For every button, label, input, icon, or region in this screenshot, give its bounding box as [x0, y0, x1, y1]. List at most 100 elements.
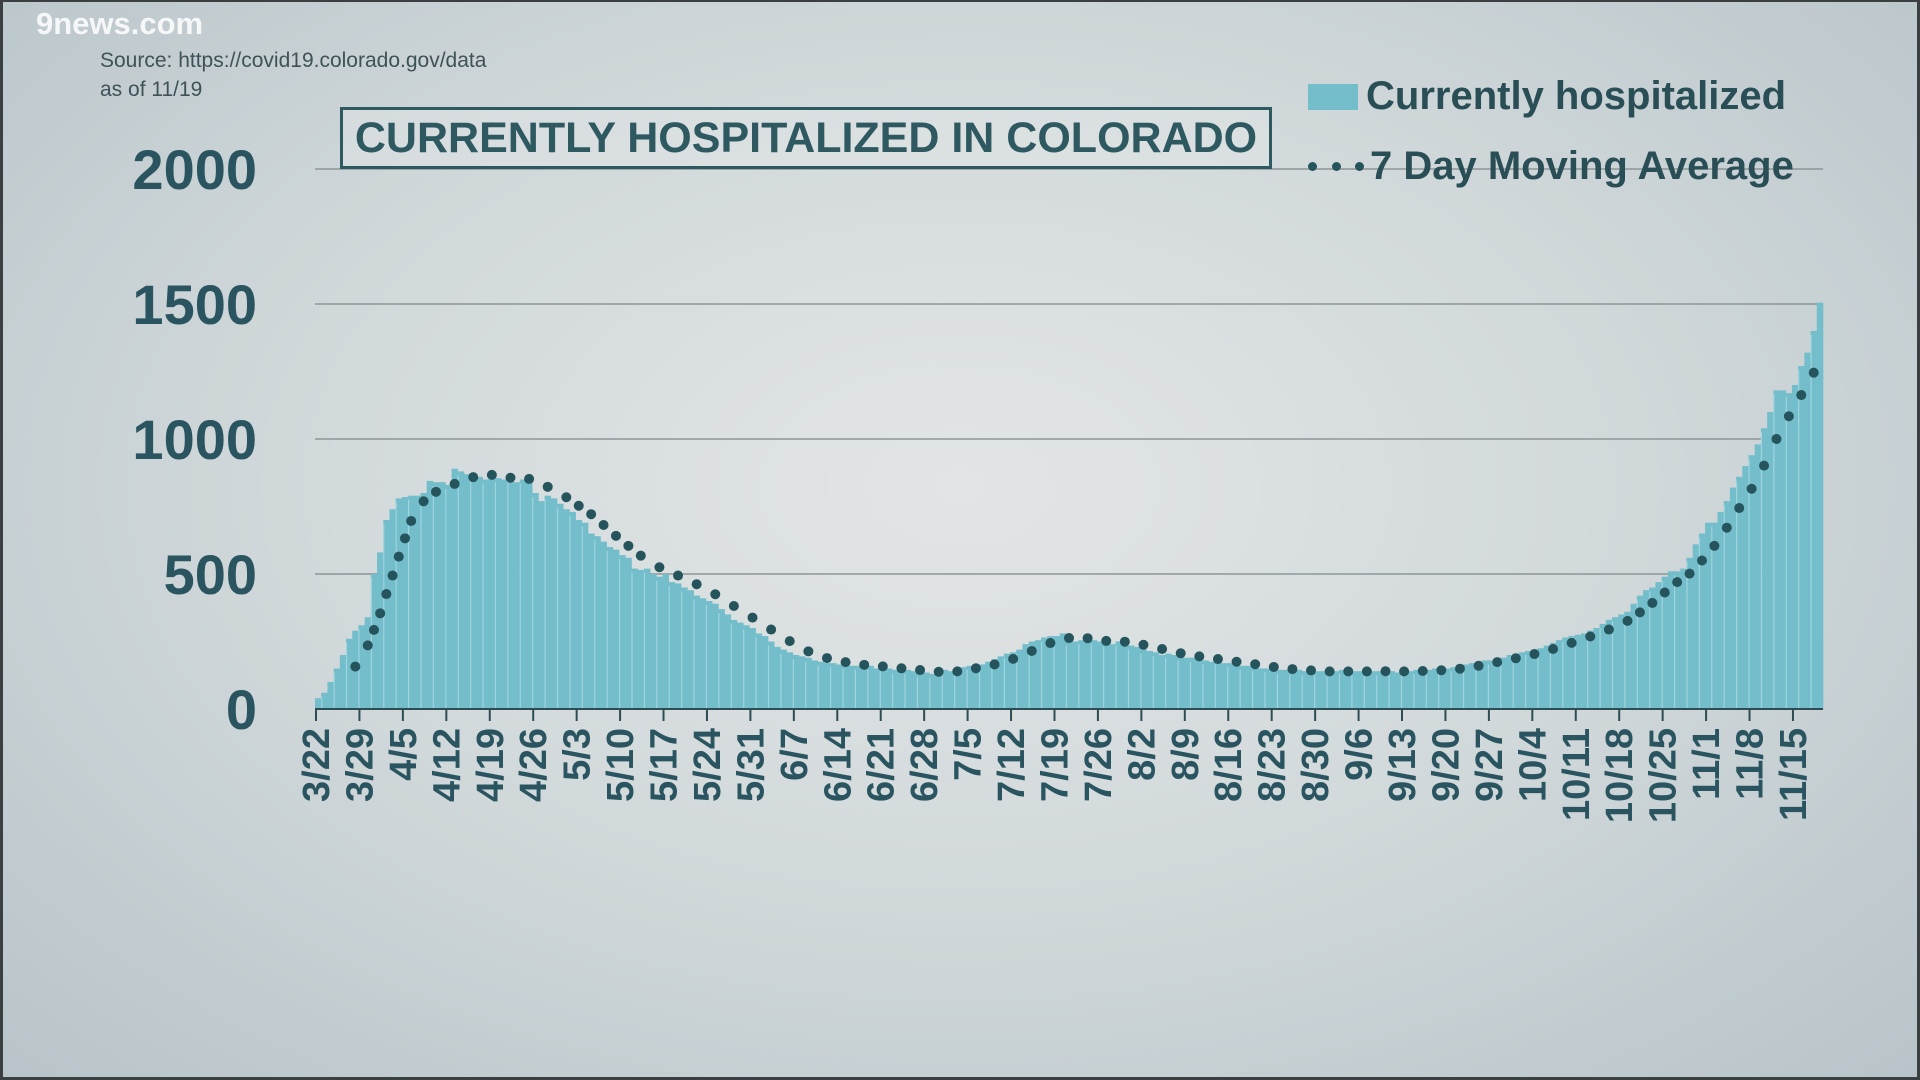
source-url: Source: https://covid19.colorado.gov/dat…: [100, 49, 487, 72]
moving-average-dot: [821, 653, 832, 664]
bar: [389, 509, 396, 709]
bar: [439, 482, 446, 709]
moving-average-dot: [1808, 367, 1819, 378]
bar: [1512, 653, 1520, 709]
bar: [1463, 664, 1470, 709]
bar: [1531, 649, 1538, 709]
legend-item-moving-average: 7 Day Moving Average: [1308, 144, 1794, 189]
bar: [817, 661, 825, 709]
bar: [699, 598, 707, 709]
moving-average-dot: [1380, 666, 1391, 677]
bar: [910, 671, 918, 709]
bar: [1376, 671, 1383, 709]
moving-average-dot: [623, 540, 634, 551]
bar: [1115, 641, 1123, 709]
bar: [563, 509, 570, 709]
bar: [1407, 671, 1414, 709]
bar: [600, 541, 607, 709]
bar: [749, 628, 756, 709]
bar: [966, 665, 974, 709]
moving-average-dot: [418, 496, 429, 507]
bar: [916, 672, 924, 709]
bar: [674, 583, 682, 709]
bar: [1674, 571, 1681, 709]
moving-average-dot: [486, 469, 497, 480]
bar: [606, 547, 614, 709]
bar: [1152, 652, 1160, 709]
bar: [1158, 655, 1166, 709]
moving-average-dot: [1399, 666, 1410, 677]
bar: [1500, 657, 1507, 709]
x-tick-label: 7/19: [1034, 728, 1076, 802]
bar: [408, 495, 415, 709]
moving-average-dot: [586, 509, 597, 520]
bar: [662, 574, 670, 709]
x-tick-label: 5/17: [644, 728, 686, 802]
bar: [979, 664, 986, 709]
chart-title: CURRENTLY HOSPITALIZED IN COLORADO: [340, 107, 1272, 169]
bar: [1779, 390, 1787, 709]
bar: [923, 672, 930, 709]
bar: [1432, 668, 1439, 709]
bar: [1227, 663, 1234, 709]
bar: [1165, 653, 1172, 709]
bar: [1047, 636, 1054, 709]
moving-average-dot: [1212, 654, 1223, 665]
moving-average-dot: [368, 624, 379, 635]
moving-average-dot: [505, 472, 516, 483]
x-tick-label: 8/23: [1252, 728, 1294, 802]
bar: [1363, 672, 1371, 709]
x-tick-label: 3/29: [339, 728, 381, 802]
moving-average-dot: [1343, 666, 1354, 677]
bar: [1785, 393, 1793, 709]
bar: [432, 482, 440, 709]
moving-average-dot: [784, 636, 795, 647]
x-tick-label: 6/28: [904, 728, 946, 802]
bar: [1239, 665, 1247, 709]
bar: [1401, 671, 1408, 709]
x-tick-label: 3/22: [296, 728, 338, 802]
source-note: Source: https://covid19.colorado.gov/dat…: [100, 46, 486, 104]
moving-average-dot: [375, 608, 386, 619]
x-tick-label: 4/12: [426, 728, 468, 802]
bar: [395, 498, 403, 709]
x-tick-label: 6/21: [861, 728, 903, 802]
moving-average-dot: [970, 663, 981, 674]
bar: [1605, 619, 1613, 709]
bar: [1003, 653, 1011, 709]
bar: [786, 652, 794, 709]
moving-average-dot: [561, 492, 572, 503]
bar: [681, 587, 688, 709]
bar: [1289, 671, 1296, 709]
bar: [1754, 444, 1762, 709]
moving-average-dot: [1659, 587, 1670, 598]
bar: [476, 476, 483, 709]
bar: [712, 603, 719, 709]
bar: [1090, 640, 1098, 709]
moving-average-dot: [1796, 390, 1807, 401]
bar: [637, 569, 645, 709]
bar: [960, 667, 967, 709]
bar: [1649, 587, 1656, 709]
x-tick-label: 4/19: [470, 728, 512, 802]
bar: [780, 649, 787, 709]
bar: [941, 669, 949, 709]
bar: [1345, 671, 1352, 709]
moving-average-dot: [1566, 637, 1577, 648]
moving-average-dot: [1064, 633, 1074, 644]
bar: [854, 665, 862, 709]
bar: [1034, 640, 1042, 709]
bar: [383, 520, 390, 709]
bar: [743, 625, 750, 709]
bar: [1525, 650, 1532, 709]
moving-average-dot: [877, 661, 888, 672]
bar: [1369, 671, 1377, 709]
bar: [1587, 630, 1594, 709]
bar: [631, 568, 638, 709]
x-tick-label: 8/16: [1208, 728, 1250, 802]
bar: [1307, 672, 1315, 709]
x-tick-label: 6/7: [774, 728, 816, 781]
bar: [1078, 640, 1085, 709]
moving-average-dot: [1622, 615, 1633, 626]
